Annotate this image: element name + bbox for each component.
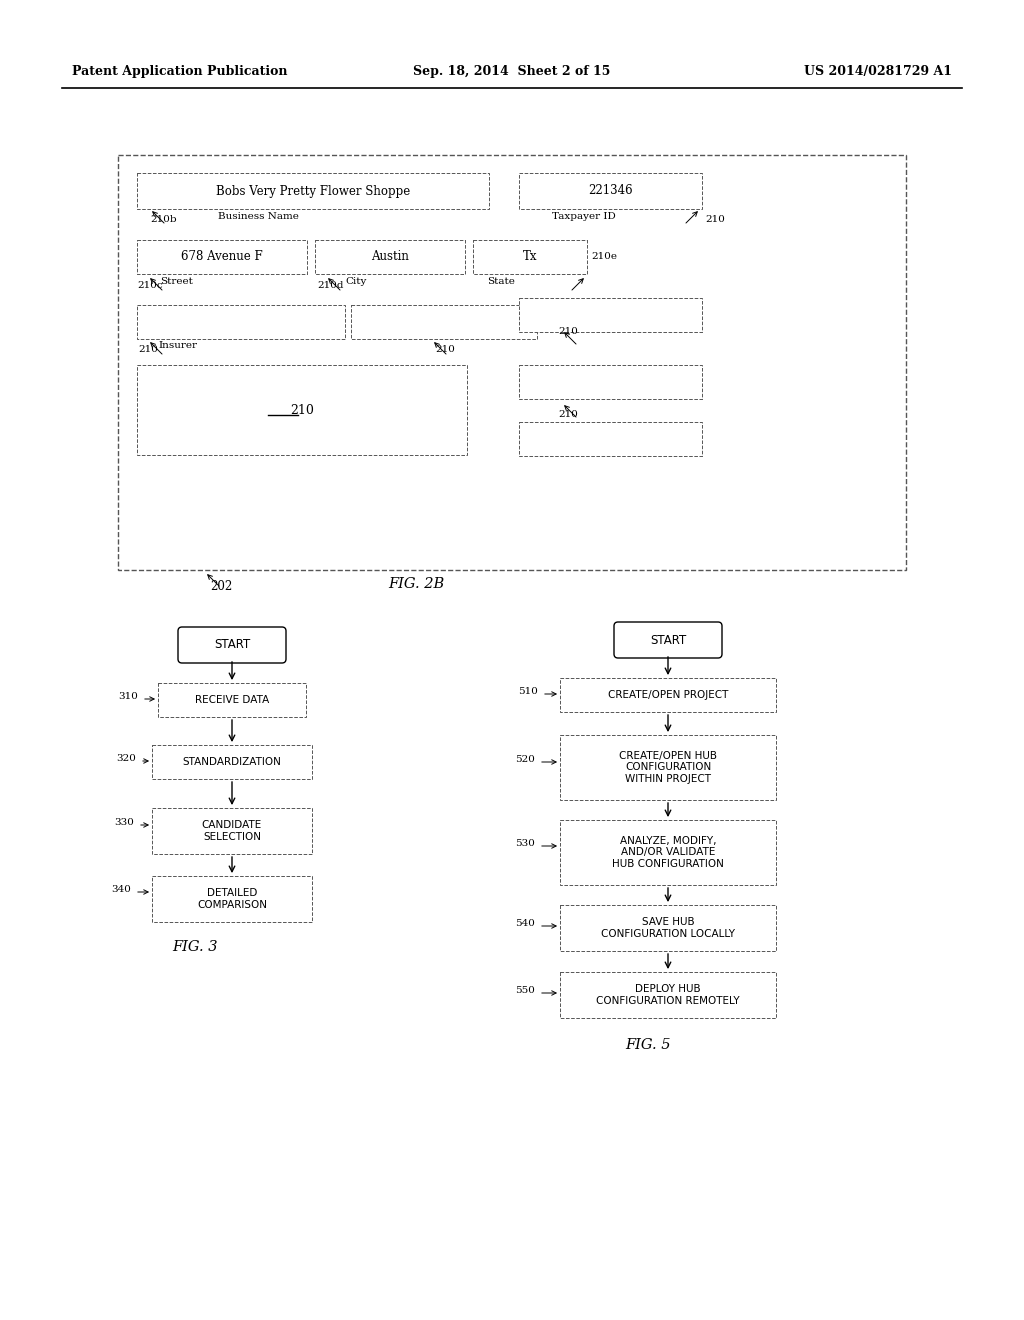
Text: 310: 310 — [118, 692, 138, 701]
Text: CREATE/OPEN HUB
CONFIGURATION
WITHIN PROJECT: CREATE/OPEN HUB CONFIGURATION WITHIN PRO… — [618, 751, 717, 784]
Bar — [137, 240, 307, 275]
Text: City: City — [345, 277, 367, 286]
Text: START: START — [214, 639, 250, 652]
Text: 210c: 210c — [137, 281, 163, 290]
Bar — [137, 173, 489, 209]
Bar — [519, 298, 702, 333]
Text: Patent Application Publication: Patent Application Publication — [72, 66, 288, 78]
Bar — [152, 876, 312, 921]
Text: 210d: 210d — [317, 281, 343, 290]
Text: 510: 510 — [518, 686, 538, 696]
Bar — [519, 422, 702, 455]
Text: Tx: Tx — [522, 251, 538, 264]
Bar — [519, 173, 702, 209]
Text: DEPLOY HUB
CONFIGURATION REMOTELY: DEPLOY HUB CONFIGURATION REMOTELY — [596, 985, 739, 1006]
Text: 210: 210 — [435, 345, 455, 354]
Text: DETAILED
COMPARISON: DETAILED COMPARISON — [197, 888, 267, 909]
Text: 678 Avenue F: 678 Avenue F — [181, 251, 263, 264]
Text: 540: 540 — [515, 919, 535, 928]
FancyBboxPatch shape — [614, 622, 722, 657]
Text: ANALYZE, MODIFY,
AND/OR VALIDATE
HUB CONFIGURATION: ANALYZE, MODIFY, AND/OR VALIDATE HUB CON… — [612, 836, 724, 869]
Text: CREATE/OPEN PROJECT: CREATE/OPEN PROJECT — [608, 690, 728, 700]
Bar — [152, 744, 312, 779]
Bar — [560, 972, 776, 1018]
Text: 210b: 210b — [150, 215, 176, 224]
Bar — [519, 366, 702, 399]
Bar — [158, 682, 306, 717]
Text: Taxpayer ID: Taxpayer ID — [552, 213, 615, 220]
Text: FIG. 2B: FIG. 2B — [388, 577, 444, 591]
Text: 550: 550 — [515, 986, 535, 995]
Text: Bobs Very Pretty Flower Shoppe: Bobs Very Pretty Flower Shoppe — [216, 185, 411, 198]
Bar — [473, 240, 587, 275]
Text: 210: 210 — [705, 215, 725, 224]
Text: 320: 320 — [116, 754, 136, 763]
Bar — [351, 305, 537, 339]
Text: Sep. 18, 2014  Sheet 2 of 15: Sep. 18, 2014 Sheet 2 of 15 — [414, 66, 610, 78]
Text: 210: 210 — [558, 411, 578, 418]
Text: 520: 520 — [515, 755, 535, 764]
Bar — [560, 678, 776, 711]
Text: 340: 340 — [111, 884, 131, 894]
Text: Austin: Austin — [371, 251, 409, 264]
Text: Street: Street — [160, 277, 193, 286]
Text: RECEIVE DATA: RECEIVE DATA — [195, 696, 269, 705]
Text: 210: 210 — [138, 345, 158, 354]
Text: 210: 210 — [290, 404, 314, 417]
Text: SAVE HUB
CONFIGURATION LOCALLY: SAVE HUB CONFIGURATION LOCALLY — [601, 917, 735, 939]
Text: 210: 210 — [558, 327, 578, 337]
Bar — [560, 906, 776, 950]
Text: FIG. 5: FIG. 5 — [626, 1038, 671, 1052]
Bar — [560, 735, 776, 800]
FancyBboxPatch shape — [178, 627, 286, 663]
Text: STANDARDIZATION: STANDARDIZATION — [182, 756, 282, 767]
Text: 530: 530 — [515, 840, 535, 847]
Text: Insurer: Insurer — [158, 341, 197, 350]
Text: FIG. 3: FIG. 3 — [172, 940, 218, 954]
Text: START: START — [650, 634, 686, 647]
Text: US 2014/0281729 A1: US 2014/0281729 A1 — [804, 66, 952, 78]
Bar — [137, 305, 345, 339]
Bar — [118, 154, 906, 570]
Bar — [315, 240, 465, 275]
Text: State: State — [487, 277, 515, 286]
Text: 221346: 221346 — [588, 185, 633, 198]
Text: Business Name: Business Name — [218, 213, 299, 220]
Bar — [152, 808, 312, 854]
Bar — [560, 820, 776, 884]
Bar — [137, 366, 467, 455]
Text: 202: 202 — [210, 579, 232, 593]
Text: 330: 330 — [114, 818, 134, 828]
Text: CANDIDATE
SELECTION: CANDIDATE SELECTION — [202, 820, 262, 842]
Text: 210e: 210e — [591, 252, 617, 261]
